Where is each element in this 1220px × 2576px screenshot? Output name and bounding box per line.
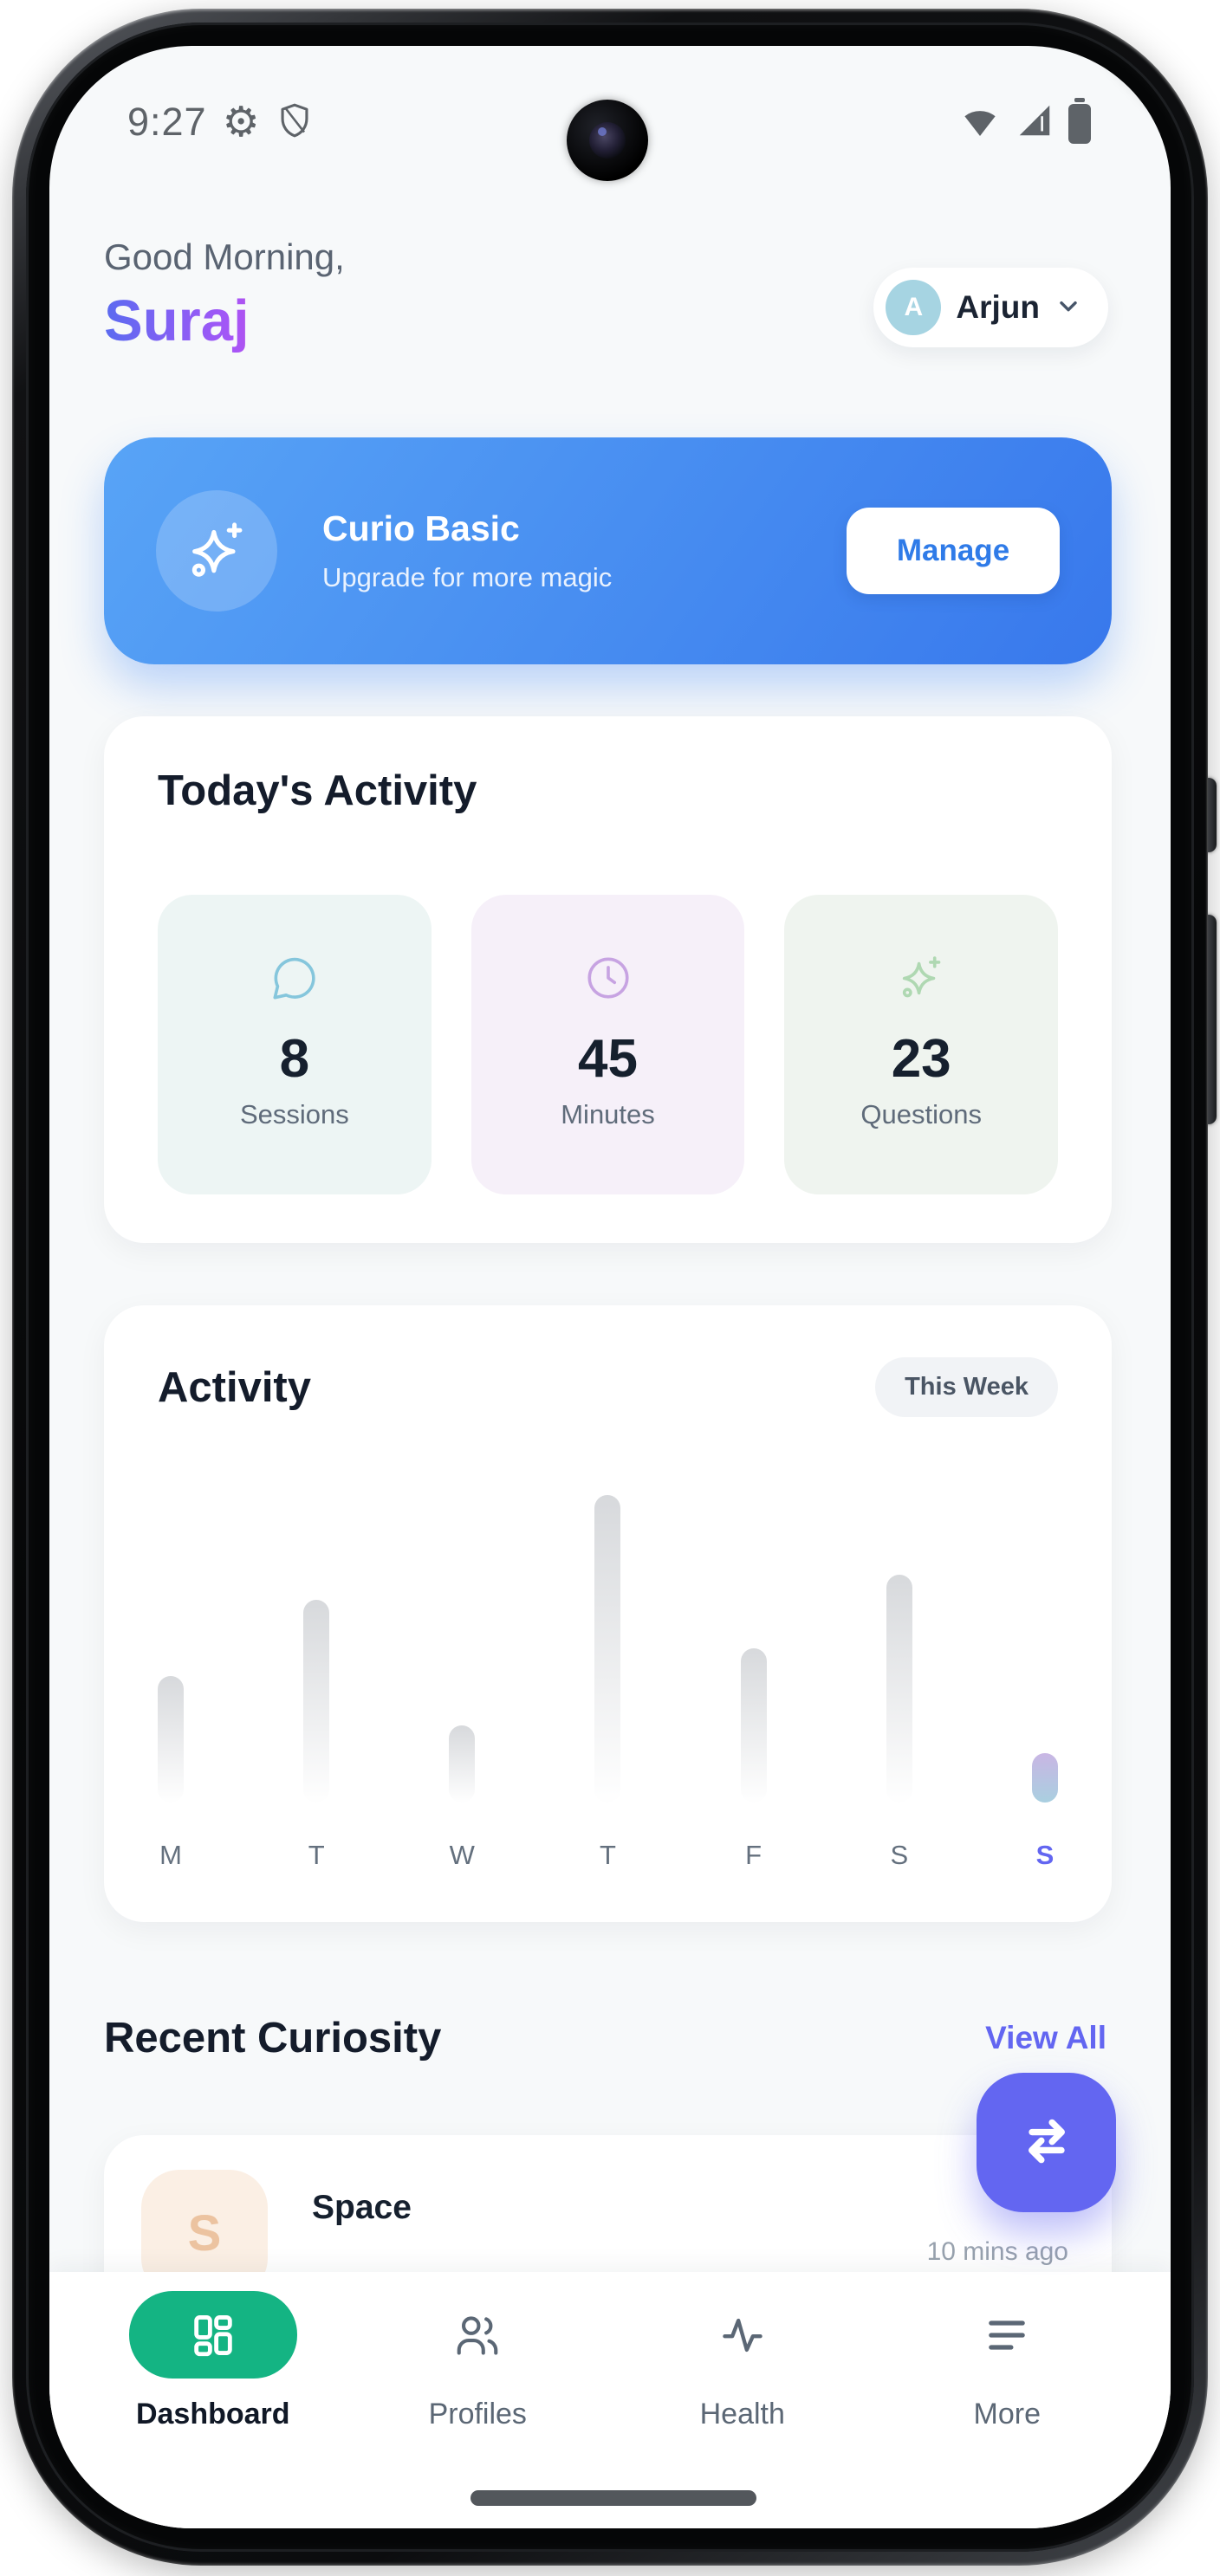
camera-glint: [598, 127, 607, 136]
settings-gear-icon: ⚙: [222, 98, 260, 146]
clock-icon: [583, 950, 633, 1006]
stat-tile-questions: 23 Questions: [784, 895, 1059, 1194]
nav-item-dashboard[interactable]: Dashboard: [81, 2291, 346, 2431]
nav-label: Dashboard: [135, 2398, 290, 2430]
greeting-text: Good Morning,: [104, 236, 345, 277]
pulse-icon: [717, 2291, 768, 2379]
todays-activity-card: Today's Activity 8 Sessions 45 Minutes 23 Que…: [104, 716, 1112, 1243]
view-all-link[interactable]: View All: [980, 2019, 1112, 2057]
users-icon: [452, 2291, 503, 2379]
stat-label: Sessions: [239, 1099, 349, 1129]
day-label: S: [1035, 1840, 1055, 1870]
sparkle-icon: [896, 950, 946, 1006]
recent-title: Recent Curiosity: [104, 2015, 442, 2061]
plan-title: Curio Basic: [322, 508, 520, 548]
plan-banner[interactable]: Curio Basic Upgrade for more magic Manag…: [104, 437, 1112, 664]
stat-label: Questions: [860, 1099, 982, 1129]
activity-bar: [594, 1495, 621, 1803]
stat-value: 8: [279, 1029, 310, 1089]
switch-profile-fab[interactable]: [977, 2073, 1116, 2212]
stat-tile-sessions: 8 Sessions: [158, 895, 432, 1194]
stats-row: 8 Sessions 45 Minutes 23 Questions: [158, 895, 1059, 1194]
chart-column: F: [740, 1495, 767, 1870]
chart-column: S: [886, 1495, 912, 1870]
chat-bubble-icon: [269, 950, 320, 1006]
user-name: Suraj: [104, 286, 345, 357]
day-label: T: [308, 1840, 325, 1870]
battery-icon: [1068, 97, 1091, 144]
nav-item-health[interactable]: Health: [610, 2291, 875, 2431]
wifi-icon: [959, 100, 1001, 146]
nav-label: Health: [699, 2398, 785, 2430]
home-indicator[interactable]: [470, 2490, 756, 2506]
stat-value: 23: [891, 1029, 951, 1089]
todays-activity-title: Today's Activity: [158, 767, 477, 814]
clock-time: 9:27: [127, 100, 207, 144]
stat-label: Minutes: [561, 1099, 655, 1129]
day-label: W: [449, 1840, 475, 1870]
transfer-arrows-icon: [1015, 2109, 1079, 2176]
greeting-block: Good Morning, Suraj: [104, 236, 345, 357]
chart-column: T: [594, 1495, 621, 1870]
recent-section-header: Recent Curiosity View All: [104, 2014, 1112, 2062]
topic-title: Space: [312, 2189, 412, 2226]
activity-card: Activity This Week M T W T F S S: [104, 1305, 1112, 1922]
chart-column: T: [303, 1495, 330, 1870]
dashboard-icon: [128, 2291, 297, 2379]
plan-subtitle: Upgrade for more magic: [322, 562, 613, 592]
nav-label: Profiles: [428, 2398, 527, 2430]
sparkles-icon: [156, 490, 277, 612]
chart-column: S: [1031, 1495, 1058, 1870]
week-filter-button[interactable]: This Week: [875, 1357, 1058, 1417]
status-right-cluster: [959, 97, 1091, 146]
day-label: T: [600, 1840, 616, 1870]
phone-frame: 9:27 ⚙: [12, 9, 1208, 2566]
activity-bar: [158, 1676, 184, 1803]
bottom-nav: Dashboard Profiles Health More: [49, 2272, 1171, 2528]
profile-switcher-chip[interactable]: A Arjun: [873, 268, 1108, 347]
status-left-cluster: 9:27 ⚙: [127, 100, 314, 146]
nav-label: More: [973, 2398, 1041, 2430]
activity-bar: [449, 1725, 476, 1803]
avatar: A: [886, 280, 942, 335]
chart-column: W: [449, 1495, 476, 1870]
activity-bar: [886, 1575, 912, 1803]
status-bar: 9:27 ⚙: [127, 97, 1091, 146]
nav-item-more[interactable]: More: [875, 2291, 1140, 2431]
banner-texts: Curio Basic Upgrade for more magic: [322, 508, 612, 594]
day-label: M: [159, 1840, 182, 1870]
nav-item-profiles[interactable]: Profiles: [346, 2291, 611, 2431]
activity-bar: [303, 1600, 330, 1803]
debug-ribbon: DEBUG: [1057, 46, 1171, 297]
stat-tile-minutes: 45 Minutes: [470, 895, 745, 1194]
day-label: F: [745, 1840, 762, 1870]
chart-column: M: [158, 1495, 184, 1870]
activity-bar: [740, 1648, 767, 1803]
camera-lens: [589, 122, 626, 159]
activity-title: Activity: [158, 1363, 312, 1411]
day-label: S: [890, 1840, 909, 1870]
stat-value: 45: [578, 1029, 638, 1089]
shield-icon: [276, 100, 314, 146]
cell-signal-icon: [1015, 100, 1055, 146]
topic-timestamp: 10 mins ago: [926, 2237, 1068, 2266]
front-camera: [567, 100, 648, 181]
screen: 9:27 ⚙: [49, 46, 1171, 2528]
menu-icon: [982, 2291, 1032, 2379]
chevron-down-icon: [1055, 292, 1082, 324]
activity-header: Activity This Week: [158, 1357, 1058, 1417]
activity-bar: [1031, 1753, 1058, 1803]
manage-button[interactable]: Manage: [847, 508, 1060, 594]
profile-name: Arjun: [956, 289, 1040, 325]
